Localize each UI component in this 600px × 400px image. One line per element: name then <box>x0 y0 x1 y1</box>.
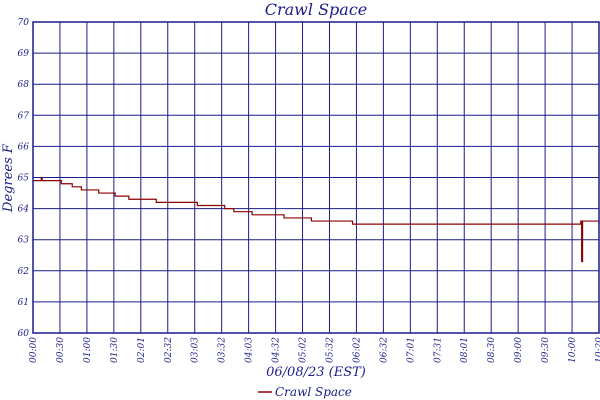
x-tick-label: 05:32 <box>325 337 335 363</box>
x-tick-label: 10:00 <box>568 337 578 363</box>
y-axis-label: Degrees F <box>1 143 16 213</box>
series-layer <box>33 176 600 263</box>
x-tick-label: 01:00 <box>83 337 93 363</box>
x-axis-ticks: 00:00 00:30 01:00 01:30 02:01 02:32 03:03 03:32… <box>29 337 600 363</box>
x-tick-label: 09:00 <box>514 337 524 363</box>
x-tick-label: 01:30 <box>110 337 120 363</box>
x-tick-label: 03:03 <box>191 337 201 363</box>
plot-border <box>32 21 600 334</box>
x-tick-label: 08:01 <box>460 337 470 363</box>
y-tick-label: 66 <box>18 142 30 152</box>
x-tick-label: 10:20 <box>595 337 600 363</box>
y-tick-label: 69 <box>18 49 30 59</box>
y-tick-label: 62 <box>18 267 30 277</box>
y-tick-label: 70 <box>18 18 30 28</box>
x-tick-label: 04:03 <box>245 337 255 363</box>
x-tick-label: 05:02 <box>299 337 309 363</box>
x-tick-label: 02:01 <box>137 337 147 363</box>
x-tick-label: 07:01 <box>406 337 416 363</box>
x-tick-label: 00:00 <box>29 337 39 363</box>
x-tick-label: 00:30 <box>56 337 66 363</box>
x-tick-label: 06:32 <box>379 337 389 363</box>
legend: Crawl Space <box>258 385 352 399</box>
legend-label: Crawl Space <box>275 385 352 399</box>
x-axis-label: 06/08/23 (EST) <box>266 365 366 380</box>
y-axis-ticks: 60 61 62 63 64 65 66 67 68 69 70 <box>18 18 30 339</box>
y-tick-label: 63 <box>18 236 30 246</box>
x-tick-label: 04:32 <box>272 337 282 363</box>
y-tick-label: 67 <box>18 111 30 121</box>
x-tick-label: 06:02 <box>352 337 362 363</box>
x-tick-label: 07:31 <box>433 337 443 363</box>
series-line <box>33 176 600 263</box>
y-tick-label: 64 <box>18 205 30 215</box>
x-tick-label: 09:30 <box>541 337 551 363</box>
grid <box>32 21 600 334</box>
x-tick-label: 03:32 <box>218 337 228 363</box>
y-tick-label: 65 <box>18 174 30 184</box>
y-tick-label: 60 <box>18 329 30 339</box>
chart-title: Crawl Space <box>265 0 368 19</box>
x-tick-label: 08:30 <box>487 337 497 363</box>
x-tick-label: 02:32 <box>164 337 174 363</box>
y-tick-label: 68 <box>18 80 30 90</box>
y-tick-label: 61 <box>18 298 29 308</box>
